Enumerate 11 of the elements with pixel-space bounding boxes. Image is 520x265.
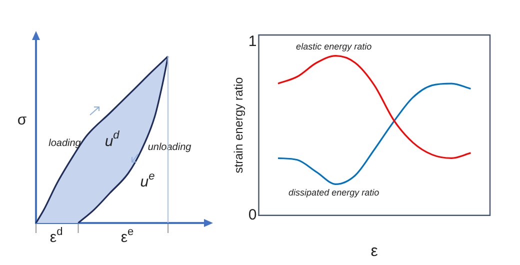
- y-tick-label: 1: [248, 33, 257, 50]
- x-axis-title: ε: [370, 242, 378, 260]
- annotation: loading: [48, 138, 82, 150]
- y-tick-label: 0: [248, 206, 257, 224]
- series-label: elastic energy ratio: [296, 41, 372, 52]
- series-label: dissipated energy ratio: [288, 188, 380, 198]
- line-series: [277, 82, 472, 185]
- y-axis-title: σ: [17, 112, 28, 129]
- y-axis-title: strain energy ratio: [232, 76, 246, 174]
- line-series: [277, 55, 472, 159]
- annotation: unloading: [148, 142, 192, 153]
